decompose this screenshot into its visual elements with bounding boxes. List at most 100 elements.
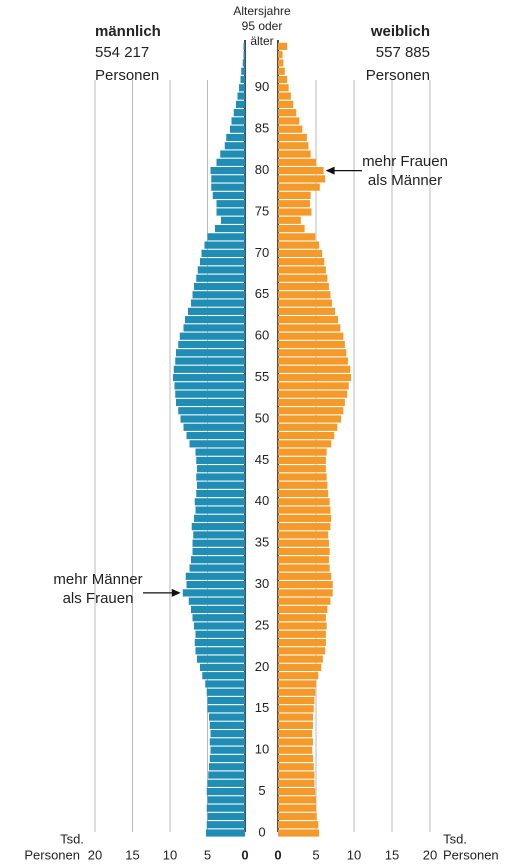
bar [202, 672, 245, 680]
bar [278, 705, 314, 713]
bar [278, 291, 331, 299]
x-tick-label: 15 [125, 847, 139, 862]
male-unit: Personen [95, 67, 159, 84]
y-tick-label: 55 [255, 369, 269, 384]
bar [226, 133, 245, 142]
bar [207, 233, 245, 241]
annotation: mehr Frauen [362, 153, 448, 170]
bar [195, 647, 245, 655]
bar [194, 622, 245, 630]
bar [278, 746, 313, 754]
bar [278, 556, 329, 564]
bar [212, 191, 245, 200]
bar [278, 349, 347, 357]
bar [195, 506, 245, 514]
y-tick-label: 10 [255, 742, 269, 757]
bar [278, 365, 351, 373]
bar [278, 75, 288, 84]
bar [278, 316, 339, 324]
y-tick-label: 65 [255, 286, 269, 301]
bar [278, 614, 326, 622]
bar [174, 382, 245, 390]
bar [243, 51, 245, 59]
bar [278, 431, 335, 440]
bar [278, 763, 314, 771]
bar [189, 564, 245, 572]
bar [191, 299, 245, 307]
bar [210, 167, 245, 175]
bar [278, 84, 289, 92]
bar [278, 440, 332, 448]
annotation-arrowhead [325, 166, 335, 175]
bar [208, 771, 245, 779]
annotation: als Männer [368, 172, 442, 189]
bar [278, 109, 297, 117]
bar [278, 390, 348, 398]
bar [278, 821, 319, 829]
bar [278, 208, 312, 216]
bar [278, 796, 316, 804]
bar [240, 75, 245, 84]
bar [206, 821, 245, 829]
bar [192, 547, 245, 556]
y-tick-label: 45 [255, 452, 269, 467]
top-age-label: 95 oder älter [241, 19, 283, 48]
bar [278, 589, 333, 597]
bar [278, 531, 329, 539]
bar [210, 746, 245, 754]
bar [278, 812, 317, 821]
bar [197, 266, 245, 274]
bar [182, 589, 245, 597]
x-tick-label: 20 [88, 847, 102, 862]
bar [278, 663, 322, 671]
bar [278, 51, 283, 59]
y-tick-label: 80 [255, 162, 269, 177]
annotation-arrowhead [171, 588, 181, 597]
bar [216, 208, 245, 216]
bar [233, 109, 245, 117]
y-tick-label: 40 [255, 493, 269, 508]
bar [278, 200, 310, 208]
x-tick-label: 0 [274, 847, 281, 862]
bar [185, 572, 245, 580]
bar [278, 448, 327, 456]
bar [278, 150, 311, 158]
bar [236, 100, 245, 108]
bar [278, 175, 326, 183]
x-tick-label: 15 [385, 847, 399, 862]
bar [278, 357, 348, 365]
bar [278, 514, 332, 522]
y-tick-label: 0 [258, 824, 265, 839]
bar [278, 299, 332, 307]
bar [278, 423, 338, 431]
y-tick-label: 75 [255, 203, 269, 218]
bar [204, 241, 245, 249]
bar [278, 266, 326, 274]
bar [278, 407, 344, 415]
bar [278, 100, 294, 108]
bar [209, 738, 245, 746]
x-tick-label: 5 [312, 847, 319, 862]
bar [278, 523, 331, 531]
bar [200, 258, 245, 266]
bar [194, 282, 245, 291]
bar [278, 572, 332, 580]
bar [278, 547, 330, 556]
x-tick-label: 10 [163, 847, 177, 862]
bar [207, 779, 245, 787]
bar [278, 59, 284, 67]
female-total: 557 885 [376, 44, 430, 61]
bar [278, 374, 351, 382]
bar [278, 183, 320, 191]
bar [278, 498, 330, 506]
bar [278, 133, 307, 142]
x-axis-label: Tsd. [443, 831, 467, 846]
bar [278, 258, 325, 266]
bar [278, 167, 324, 175]
y-tick-label: 30 [255, 576, 269, 591]
x-tick-label: 5 [204, 847, 211, 862]
bar [224, 142, 245, 150]
bar [278, 655, 323, 663]
